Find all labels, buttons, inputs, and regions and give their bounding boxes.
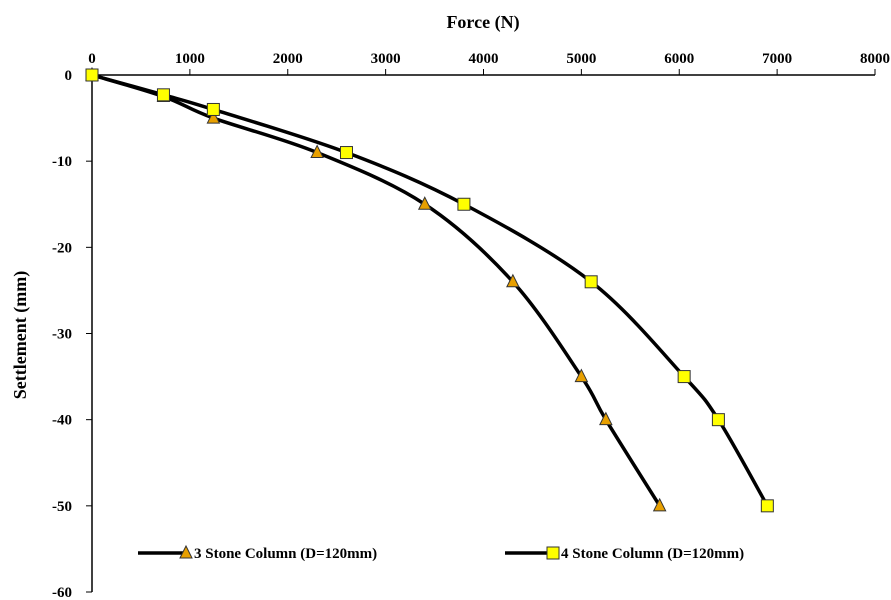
series-1-line [91, 73, 662, 507]
x-tick-label: 1000 [175, 51, 205, 67]
legend: 3 Stone Column (D=120mm) 4 Stone Column (… [138, 544, 744, 562]
x-tick-label: 4000 [469, 51, 499, 67]
legend-item: 3 Stone Column (D=120mm) [138, 544, 377, 562]
x-tick-label: 3000 [371, 51, 401, 67]
series-2-point [457, 197, 471, 211]
series-2-line [91, 73, 769, 507]
legend-item: 4 Stone Column (D=120mm) [505, 546, 744, 562]
x-tick-label: 2000 [273, 51, 303, 67]
series-2-point [584, 275, 598, 289]
series-2-point [206, 102, 220, 116]
y-tick-label: -10 [52, 154, 72, 170]
y-tick-label: -50 [52, 499, 72, 515]
triangle-marker-icon [179, 544, 193, 559]
series-1 [85, 66, 667, 512]
y-axis-title: Settlement (mm) [10, 271, 31, 399]
y-tick-label: 0 [65, 68, 73, 84]
y-tick-label: -30 [52, 327, 72, 343]
series-1-point [417, 196, 432, 210]
series-1-point [506, 273, 520, 288]
series-1-point [206, 109, 221, 124]
series-1-point [652, 497, 667, 512]
legend-label: 3 Stone Column (D=120mm) [194, 546, 377, 562]
y-tick-label: -20 [52, 240, 72, 256]
series-2-point [156, 88, 170, 102]
series-2-point [339, 146, 353, 160]
x-tick-label: 0 [88, 51, 96, 67]
legend-label: 4 Stone Column (D=120mm) [561, 546, 744, 562]
y-tick-label: -40 [52, 413, 72, 429]
series-2-point [677, 370, 691, 384]
axes [91, 74, 875, 592]
square-marker-icon [546, 546, 560, 560]
x-tick-label: 7000 [762, 51, 792, 67]
x-axis-title: Force (N) [446, 12, 519, 33]
x-tick-label: 8000 [860, 51, 890, 67]
x-ticks: 0 1000 2000 3000 4000 5000 6000 7000 8000 [88, 51, 890, 75]
series-1-point [310, 144, 324, 159]
x-tick-label: 6000 [664, 51, 694, 67]
series-2-point [85, 68, 99, 82]
series-1-point [599, 411, 613, 426]
series-2-point [760, 499, 774, 513]
y-tick-label: -60 [52, 585, 72, 600]
series-layer [85, 66, 774, 513]
series-2 [85, 68, 774, 513]
series-2-point [711, 413, 725, 427]
x-tick-label: 5000 [566, 51, 596, 67]
y-ticks: 0 -10 -20 -30 -40 -50 -60 [52, 68, 92, 600]
series-1-point [574, 368, 589, 383]
